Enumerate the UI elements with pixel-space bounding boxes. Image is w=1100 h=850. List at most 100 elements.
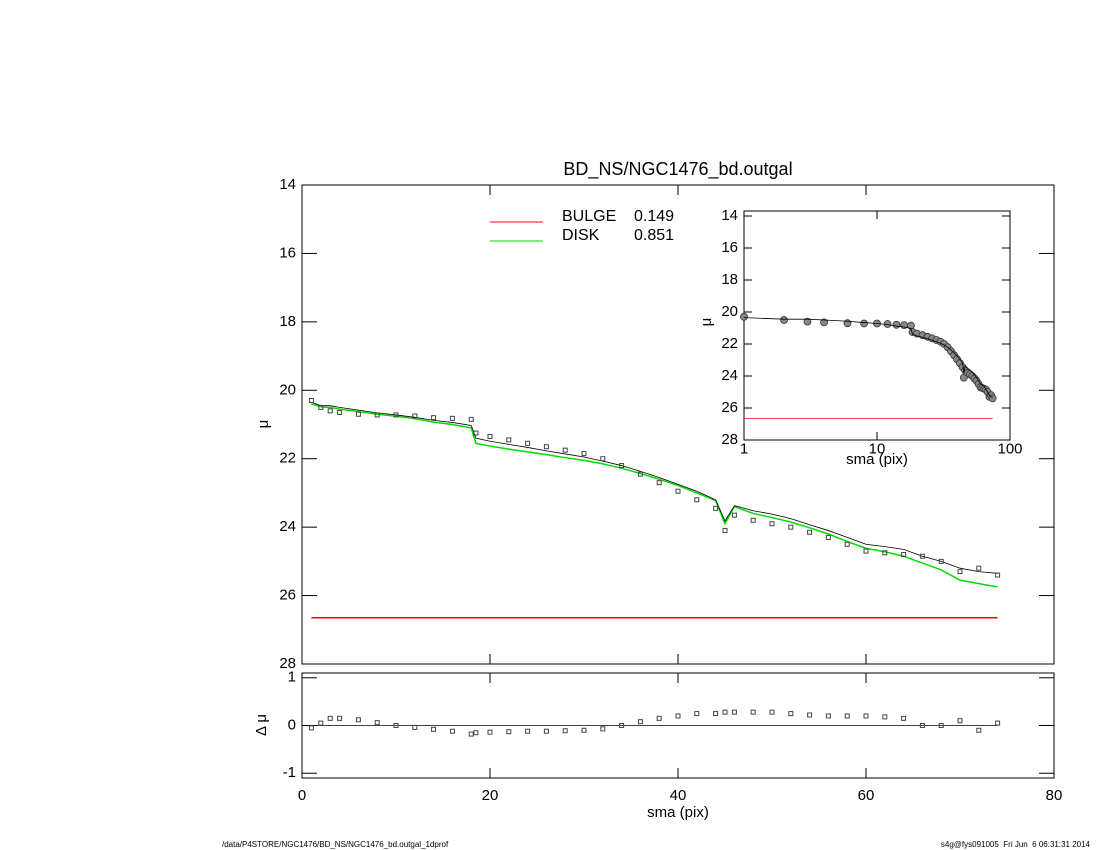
data-point [412,413,418,419]
inset-y-tick-label: 18 [721,271,738,288]
inset-y-tick-label: 20 [721,303,738,320]
data-point [788,524,794,530]
footer-left: /data/P4STORE/NGC1476/BD_NS/NGC1476_bd.o… [222,840,449,849]
data-point [374,412,380,418]
data-point [525,440,531,446]
residual-point [675,713,681,719]
data-point [769,521,775,527]
data-point [825,534,831,540]
residual-point [412,724,418,730]
y-tick-label: 28 [279,655,296,672]
inset-data-point [892,320,901,329]
inset-model-line [743,317,993,398]
data-point [675,488,681,494]
residual-point [393,723,399,728]
data-point [487,433,493,439]
data-point [882,550,888,556]
data-point [431,415,437,421]
residual-point [825,713,831,719]
residual-tick-label: 0 [288,716,296,733]
residual-tick-label: 1 [288,669,296,686]
residual-point [581,727,587,733]
data-point [393,412,399,418]
y-tick-label: 14 [279,176,296,193]
x-axis-label: sma (pix) [647,804,709,821]
residual-point [807,712,813,718]
residual-point [468,731,474,737]
residual-point [487,729,493,735]
legend-name: DISK [562,227,600,244]
x-tick-label: 80 [1046,787,1063,804]
data-point [957,569,963,575]
data-point [807,529,813,535]
residual-point [722,709,728,715]
data-point [562,447,568,453]
data-point [731,512,737,518]
data-point [619,463,625,469]
residual-point [713,711,719,717]
y-axis-label: μ [255,420,272,429]
residual-point [957,718,963,724]
inset-data-point [860,319,869,328]
residual-point [637,719,643,725]
inset-x-tick-label: 10 [869,440,886,457]
model-line [311,401,998,574]
residual-point [525,728,531,734]
data-point [355,411,361,417]
residual-y-label: Δ μ [253,714,270,736]
data-point [713,505,719,511]
residual-point [863,713,869,719]
residual-point [543,728,549,734]
inset-y-tick-label: 26 [721,399,738,416]
data-point [473,430,479,436]
residual-point [750,709,756,715]
footer-right: s4g@fys091005 Fri Jun 6 06:31:31 2014 [941,840,1091,849]
x-tick-label: 60 [858,787,875,804]
inset-data-point [820,318,828,327]
data-point [600,456,606,462]
data-point [543,444,549,450]
inset-data-point [780,316,788,324]
residual-point [919,723,925,728]
residual-point [308,725,314,731]
data-point [308,398,314,404]
data-point [995,572,1001,578]
data-point [318,404,324,410]
inset-y-tick-label: 16 [721,239,738,256]
data-point [722,528,728,534]
x-tick-label: 40 [670,787,687,804]
residual-point [731,709,737,715]
residual-point [374,720,380,726]
y-tick-label: 22 [279,450,296,467]
residual-point [976,727,982,733]
data-point [449,415,455,421]
residual-point [431,726,437,732]
residual-point [449,728,455,734]
residual-point [562,728,568,734]
data-point [919,553,925,559]
data-point [581,451,587,457]
residual-point [619,723,625,728]
inset-x-tick-label: 1 [740,440,748,457]
residual-point [788,711,794,717]
residual-point [938,723,944,728]
inset-y-tick-label: 22 [721,335,738,352]
y-tick-label: 16 [279,244,296,261]
data-point [468,416,474,422]
data-point [337,410,343,416]
residual-point [769,709,775,715]
data-point [327,408,333,414]
residual-point [656,715,662,721]
data-point [863,548,869,554]
residual-point [473,730,479,736]
inset-y-tick-label: 28 [721,431,738,448]
y-tick-label: 20 [279,381,296,398]
residual-tick-label: -1 [283,764,296,781]
data-point [637,471,643,477]
data-point [901,552,907,558]
data-point [976,565,982,571]
residual-point [694,711,700,717]
residual-point [506,729,512,735]
residual-point [337,715,343,721]
y-tick-label: 24 [279,518,296,535]
